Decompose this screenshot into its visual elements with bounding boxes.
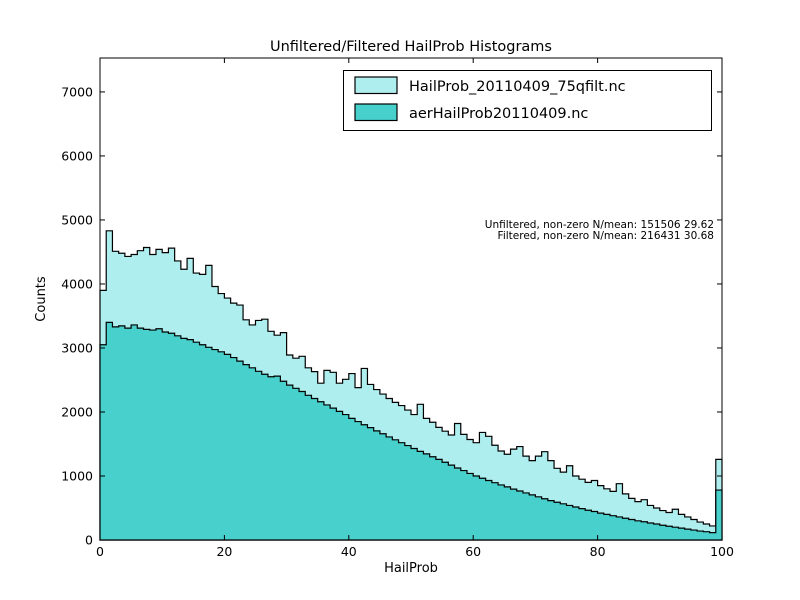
x-tick-label: 40 [341,544,357,559]
legend-label-filtered: HailProb_20110409_75qfilt.nc [409,79,626,95]
y-tick-label: 6000 [61,148,93,163]
x-tick-label: 20 [216,544,232,559]
y-tick-label: 0 [85,533,93,548]
y-tick-label: 1000 [61,468,93,483]
legend-box [343,70,712,131]
y-axis-label: Counts [34,276,49,322]
y-tick-label: 7000 [61,84,93,99]
annotation-unfiltered-stats: Unfiltered, non-zero N/mean: 151506 29.6… [485,219,714,231]
legend-swatch-unfiltered [354,103,398,122]
legend-swatch-filtered [354,76,398,95]
x-tick-label: 0 [96,544,104,559]
x-tick-label: 100 [710,544,734,559]
histogram-series-layer [99,230,723,541]
ticks-layer [99,58,723,541]
y-tick-label: 5000 [61,212,93,227]
plot-frame [99,57,723,541]
tick-labels-layer: 0 20 40 60 80 1000100020003000400050006000700… [61,84,734,559]
legend: HailProb_20110409_75qfilt.nc aerHailProb… [343,70,712,131]
x-tick-label: 80 [590,544,606,559]
x-tick-label: 60 [465,544,481,559]
y-tick-label: 4000 [61,276,93,291]
chart-title: Unfiltered/Filtered HailProb Histograms [270,39,552,55]
x-axis-label: HailProb [384,561,438,576]
y-tick-label: 2000 [61,404,93,419]
y-tick-label: 3000 [61,340,93,355]
legend-label-unfiltered: aerHailProb20110409.nc [409,106,588,122]
series-unfiltered-histogram [99,321,723,541]
annotation-filtered-stats: Filtered, non-zero N/mean: 216431 30.68 [498,230,714,242]
